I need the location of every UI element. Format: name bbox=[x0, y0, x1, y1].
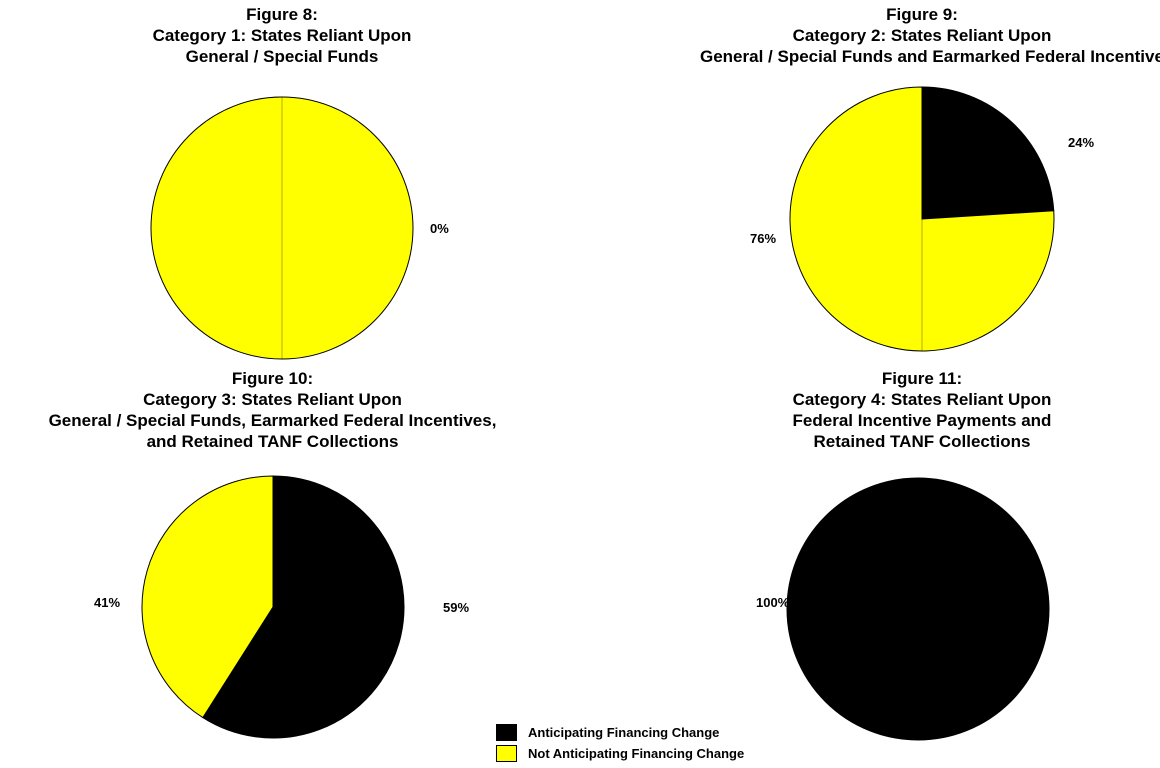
legend-swatch-anticipating bbox=[496, 724, 517, 741]
figure-9-title-line-2: Category 2: States Reliant Upon bbox=[792, 26, 1052, 45]
figure-10-title-line-1: Figure 10: bbox=[231, 369, 314, 388]
figure-11-title-line-1: Figure 11: bbox=[881, 369, 963, 388]
figure-9-title-line-3: General / Special Funds and Earmarked Fe… bbox=[700, 47, 1160, 66]
figure-8-label-anticipating: 0% bbox=[430, 221, 449, 236]
figure-10-slice-anticipating bbox=[202, 475, 405, 739]
legend-label-not-anticipating: Not Anticipating Financing Change bbox=[528, 746, 745, 761]
figure-8-title-line-1: Figure 8: bbox=[246, 5, 318, 24]
figure-11-pie: 100% bbox=[756, 477, 1050, 741]
figure-9-label-not-anticipating: 76% bbox=[750, 231, 776, 246]
figure-11-title-line-2: Category 4: States Reliant Upon bbox=[792, 390, 1052, 409]
legend-label-anticipating: Anticipating Financing Change bbox=[528, 725, 720, 740]
figure-10-pie: 59% 41% bbox=[94, 475, 469, 739]
figure-10-label-anticipating: 59% bbox=[443, 600, 469, 615]
figure-8-panel: Figure 8: Category 1: States Reliant Upo… bbox=[60, 0, 504, 362]
figure-10-title-line-2: Category 3: States Reliant Upon bbox=[143, 390, 402, 409]
figure-10-title: Figure 10: Category 3: States Reliant Up… bbox=[0, 368, 545, 452]
figure-9-slice-anticipating bbox=[921, 86, 1055, 220]
legend-item-anticipating: Anticipating Financing Change bbox=[496, 722, 744, 743]
figure-8-title-line-2: Category 1: States Reliant Upon bbox=[152, 26, 412, 45]
legend-swatch-not-anticipating bbox=[496, 745, 517, 762]
figure-10-panel: Figure 10: Category 3: States Reliant Up… bbox=[0, 364, 545, 754]
figure-8-title-line-3: General / Special Funds bbox=[185, 47, 379, 66]
figure-10-title-line-3: General / Special Funds, Earmarked Feder… bbox=[48, 411, 497, 430]
figure-11-title-line-3: Federal Incentive Payments and bbox=[792, 411, 1052, 430]
figure-11-panel: Figure 11: Category 4: States Reliant Up… bbox=[700, 364, 1144, 754]
figure-9-slice-not-anticipating bbox=[789, 86, 1055, 352]
figure-8-pie: 0% bbox=[150, 96, 449, 360]
figure-10-slice-not-anticipating bbox=[141, 475, 274, 719]
figure-9-panel: Figure 9: Category 2: States Reliant Upo… bbox=[700, 0, 1160, 362]
figure-11-title: Figure 11: Category 4: States Reliant Up… bbox=[700, 368, 1144, 452]
legend: Anticipating Financing Change Not Antici… bbox=[496, 722, 744, 764]
legend-item-not-anticipating: Not Anticipating Financing Change bbox=[496, 743, 744, 764]
figure-10-label-not-anticipating: 41% bbox=[94, 595, 120, 610]
figure-9-title-line-1: Figure 9: bbox=[886, 5, 958, 24]
figure-10-title-line-4: and Retained TANF Collections bbox=[146, 432, 399, 451]
figure-11-title-line-4: Retained TANF Collections bbox=[813, 432, 1031, 451]
figure-9-title: Figure 9: Category 2: States Reliant Upo… bbox=[700, 4, 1160, 67]
figure-8-title: Figure 8: Category 1: States Reliant Upo… bbox=[60, 4, 504, 67]
figure-11-label-anticipating: 100% bbox=[756, 595, 790, 610]
figure-9-pie: 24% 76% bbox=[750, 86, 1094, 352]
figure-9-label-anticipating: 24% bbox=[1068, 135, 1094, 150]
